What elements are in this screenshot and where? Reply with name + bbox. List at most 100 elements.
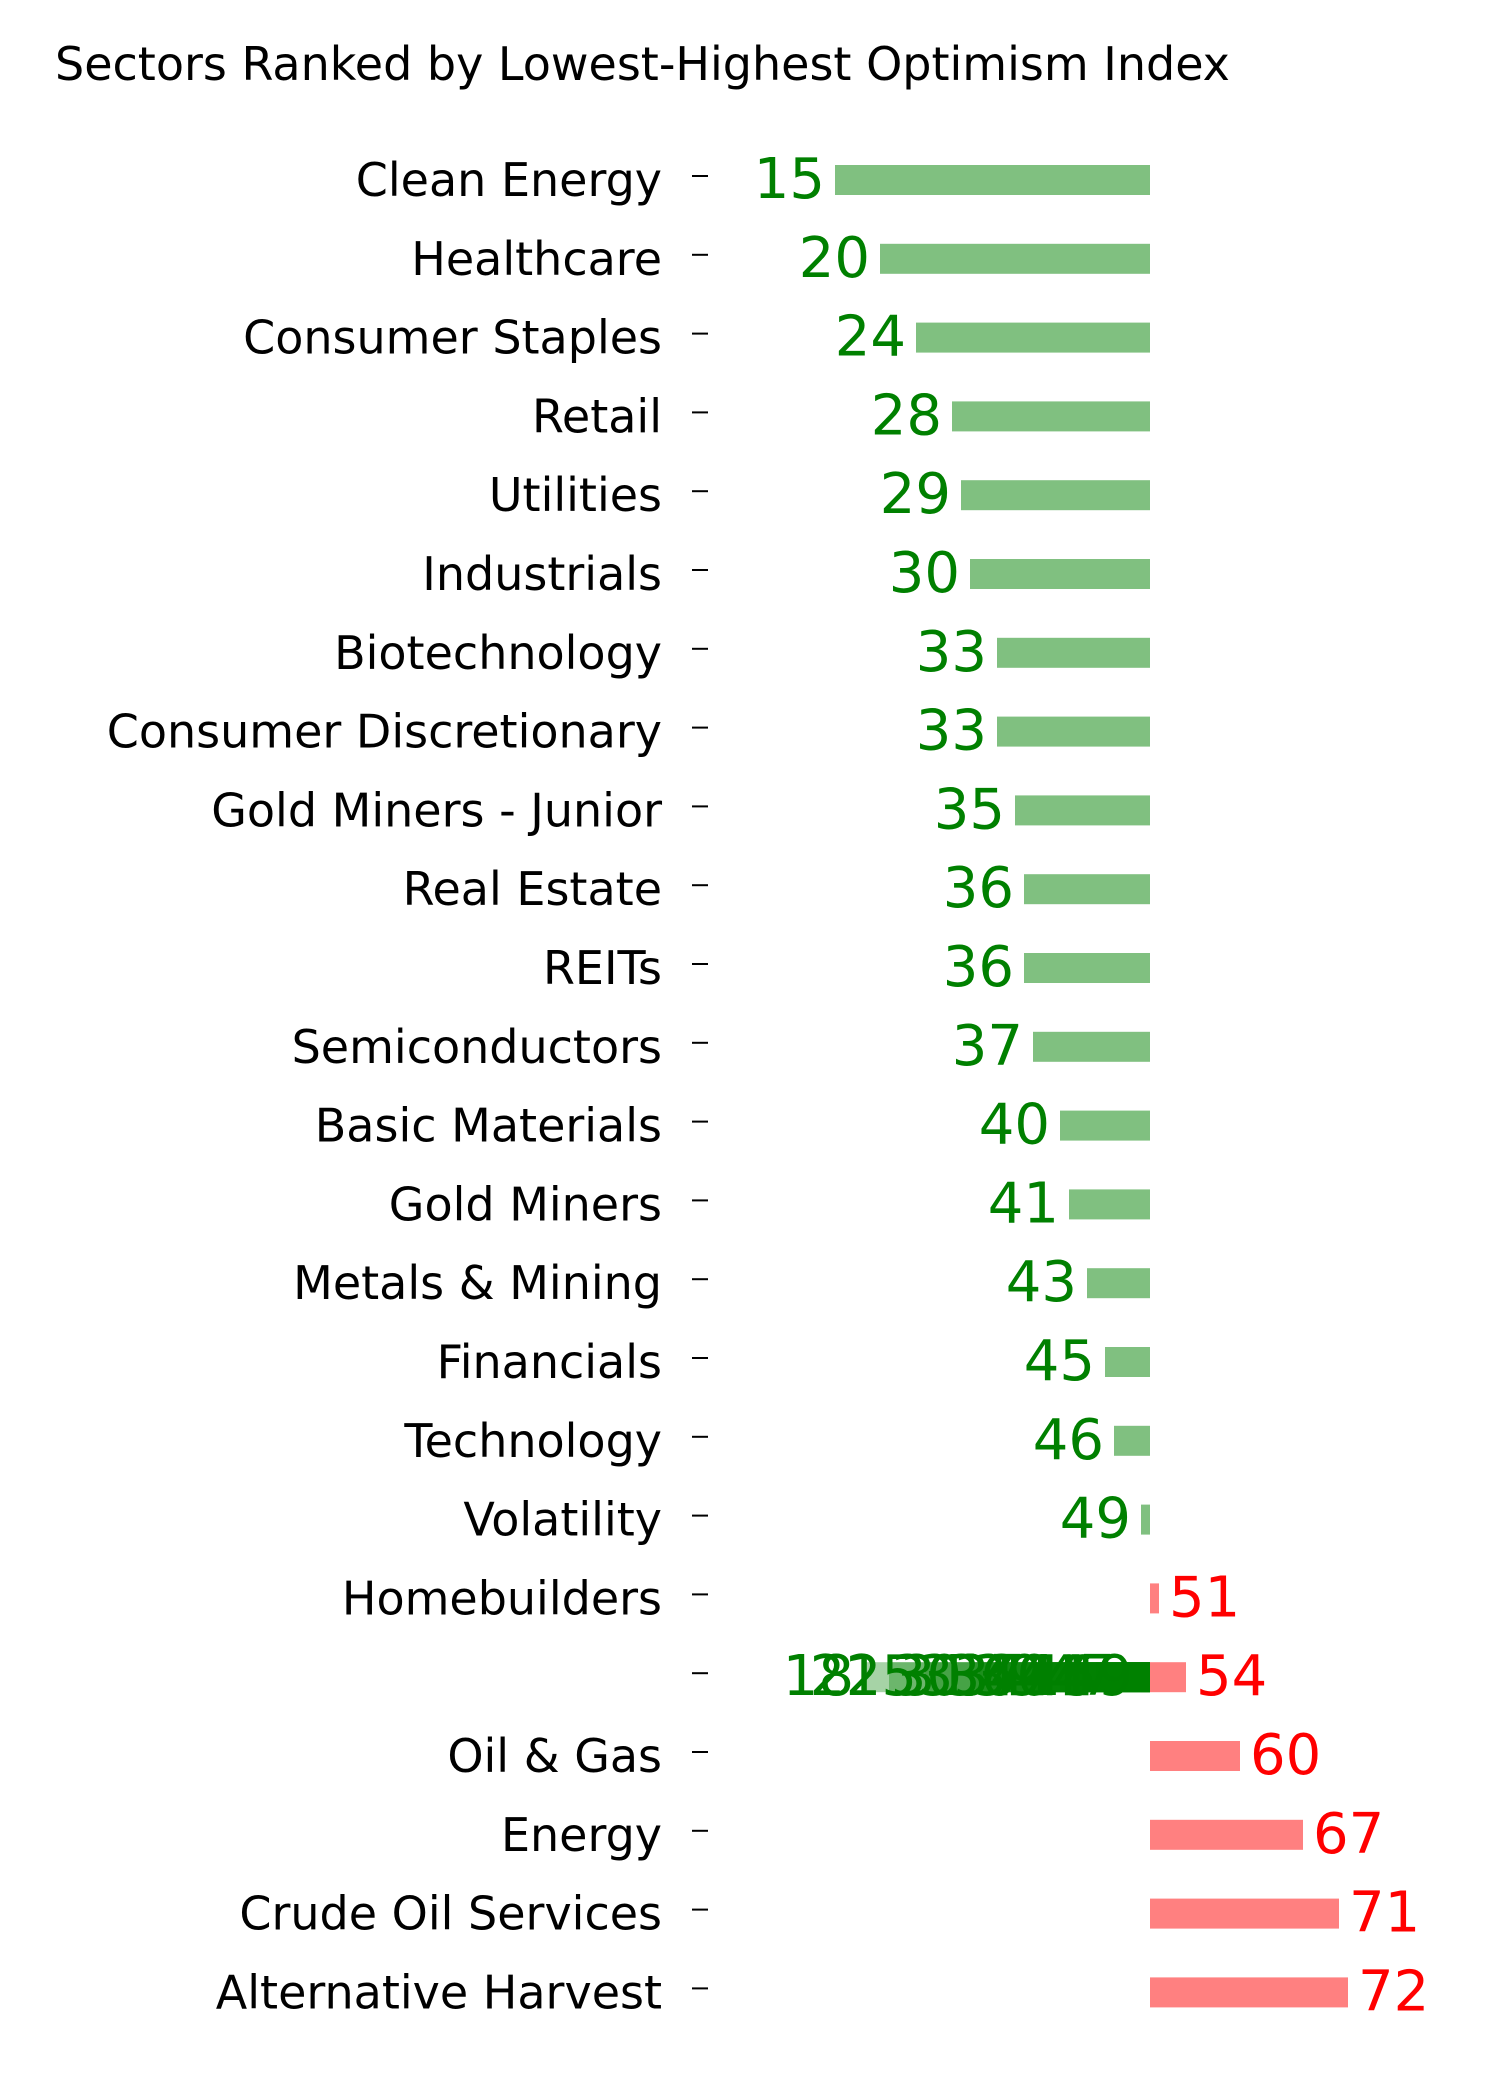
overlay-value-label: 33: [918, 1644, 989, 1709]
category-label: Crude Oil Services: [239, 1887, 662, 1941]
category-label: Healthcare: [411, 232, 662, 286]
bar: [997, 637, 1150, 668]
bar: [1141, 1504, 1150, 1535]
value-label: 33: [916, 699, 987, 764]
value-label: 15: [754, 147, 825, 212]
overlay-value-label: 40: [981, 1644, 1052, 1709]
value-label: 36: [943, 856, 1014, 921]
value-label: 20: [799, 226, 870, 291]
overlay-value-label: 49: [1062, 1644, 1133, 1709]
overlay-bar: [997, 1662, 1150, 1693]
category-label: Oil & Gas: [447, 1729, 662, 1783]
overlay-value-label: 47: [1044, 1644, 1115, 1709]
bar: [1024, 953, 1150, 983]
category-label: Technology: [403, 1414, 662, 1468]
bar: [1150, 1662, 1186, 1693]
value-label: 72: [1358, 1959, 1429, 2024]
overlay-value-label: 44: [1017, 1644, 1088, 1709]
overlay-value-label: 25: [846, 1644, 917, 1709]
value-label: 35: [934, 777, 1005, 842]
bar: [1060, 1110, 1150, 1141]
overlay-value-label: 45: [1026, 1644, 1097, 1709]
category-label: Gold Miners: [389, 1177, 662, 1231]
bar: [1150, 1583, 1159, 1614]
overlay-bar: [1069, 1662, 1150, 1693]
value-label: 51: [1169, 1565, 1240, 1630]
value-label: 43: [1006, 1250, 1077, 1315]
value-label: 49: [1060, 1487, 1131, 1552]
bar: [1150, 1819, 1303, 1850]
bar: [880, 243, 1150, 274]
category-label: Gold Miners - Junior: [211, 783, 662, 837]
overlay-bar: [889, 1662, 1150, 1693]
category-label: Real Estate: [403, 862, 662, 916]
value-label: 45: [1024, 1329, 1095, 1394]
category-label: Homebuilders: [342, 1571, 662, 1625]
chart-title: Sectors Ranked by Lowest-Highest Optimis…: [55, 37, 1230, 91]
value-label: 46: [1033, 1408, 1104, 1473]
value-label: 67: [1313, 1802, 1384, 1867]
value-label: 28: [871, 383, 942, 448]
overlay-value-label: 36: [945, 1644, 1016, 1709]
overlay-bar: [862, 1662, 1150, 1693]
category-label: Financials: [437, 1335, 662, 1389]
bar: [1024, 874, 1150, 905]
bar: [952, 401, 1150, 432]
overlay-bar: [1051, 1662, 1150, 1693]
overlay-bar: [1033, 1662, 1150, 1693]
category-label: Utilities: [489, 468, 662, 522]
overlay-value-label: 41: [990, 1644, 1061, 1709]
value-label: 24: [835, 305, 906, 370]
overlay-value-label: 31: [900, 1644, 971, 1709]
value-label: 71: [1349, 1881, 1420, 1946]
category-label: Volatility: [463, 1493, 662, 1547]
overlay-value-label: 37: [954, 1644, 1025, 1709]
bar: [1105, 1347, 1150, 1377]
chart-rows: Clean Energy 15 Healthcare 20 Consumer Stapl…: [107, 147, 1430, 2024]
value-label: 36: [943, 935, 1014, 1000]
overlay-value-label: 39: [972, 1644, 1043, 1709]
overlay-bar: [1096, 1662, 1150, 1693]
overlay-value-label: 21: [810, 1644, 881, 1709]
category-label: Retail: [532, 389, 662, 443]
bar: [961, 480, 1150, 511]
value-label: 41: [988, 1171, 1059, 1236]
category-label: Consumer Discretionary: [107, 705, 662, 759]
value-label: 37: [952, 1014, 1023, 1079]
category-label: Basic Materials: [315, 1099, 662, 1153]
category-label: Metals & Mining: [293, 1256, 662, 1310]
bar: [1114, 1425, 1150, 1456]
bar: [1069, 1189, 1150, 1220]
bar: [916, 322, 1150, 353]
overlay-bar: [1123, 1662, 1150, 1693]
category-label: Semiconductors: [292, 1020, 662, 1074]
value-label: 29: [880, 462, 951, 527]
value-label: 33: [916, 620, 987, 685]
bar: [1087, 1268, 1150, 1299]
category-label: Alternative Harvest: [216, 1965, 662, 2019]
bar: [997, 716, 1150, 747]
bar: [970, 559, 1150, 589]
category-label: REITs: [543, 941, 662, 995]
value-label: 60: [1250, 1723, 1321, 1788]
overlay-bar: [1141, 1662, 1150, 1693]
category-label: Clean Energy: [356, 153, 662, 207]
bar: [835, 165, 1150, 195]
bar: [1150, 1977, 1348, 2008]
bar: [1033, 1031, 1150, 1062]
category-label: Biotechnology: [334, 626, 662, 680]
overlay-bar: [979, 1662, 1150, 1693]
bar: [1015, 795, 1150, 826]
overlay-bar: [1060, 1662, 1150, 1693]
value-label: 54: [1196, 1644, 1267, 1709]
overlay-bar: [970, 1662, 1150, 1693]
bar: [1150, 1898, 1339, 1929]
value-label: 30: [889, 541, 960, 606]
bar: [1150, 1741, 1240, 1771]
overlay-bar: [925, 1662, 1150, 1693]
value-label: 40: [979, 1093, 1050, 1158]
overlay-bar: [1105, 1662, 1150, 1693]
overlay-bar: [1024, 1662, 1150, 1693]
overlay-value-label: 18: [783, 1644, 854, 1709]
